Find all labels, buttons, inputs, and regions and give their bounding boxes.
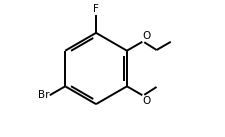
Text: O: O bbox=[143, 31, 151, 41]
Text: Br: Br bbox=[38, 90, 49, 100]
Text: O: O bbox=[143, 96, 151, 106]
Text: F: F bbox=[93, 4, 99, 14]
